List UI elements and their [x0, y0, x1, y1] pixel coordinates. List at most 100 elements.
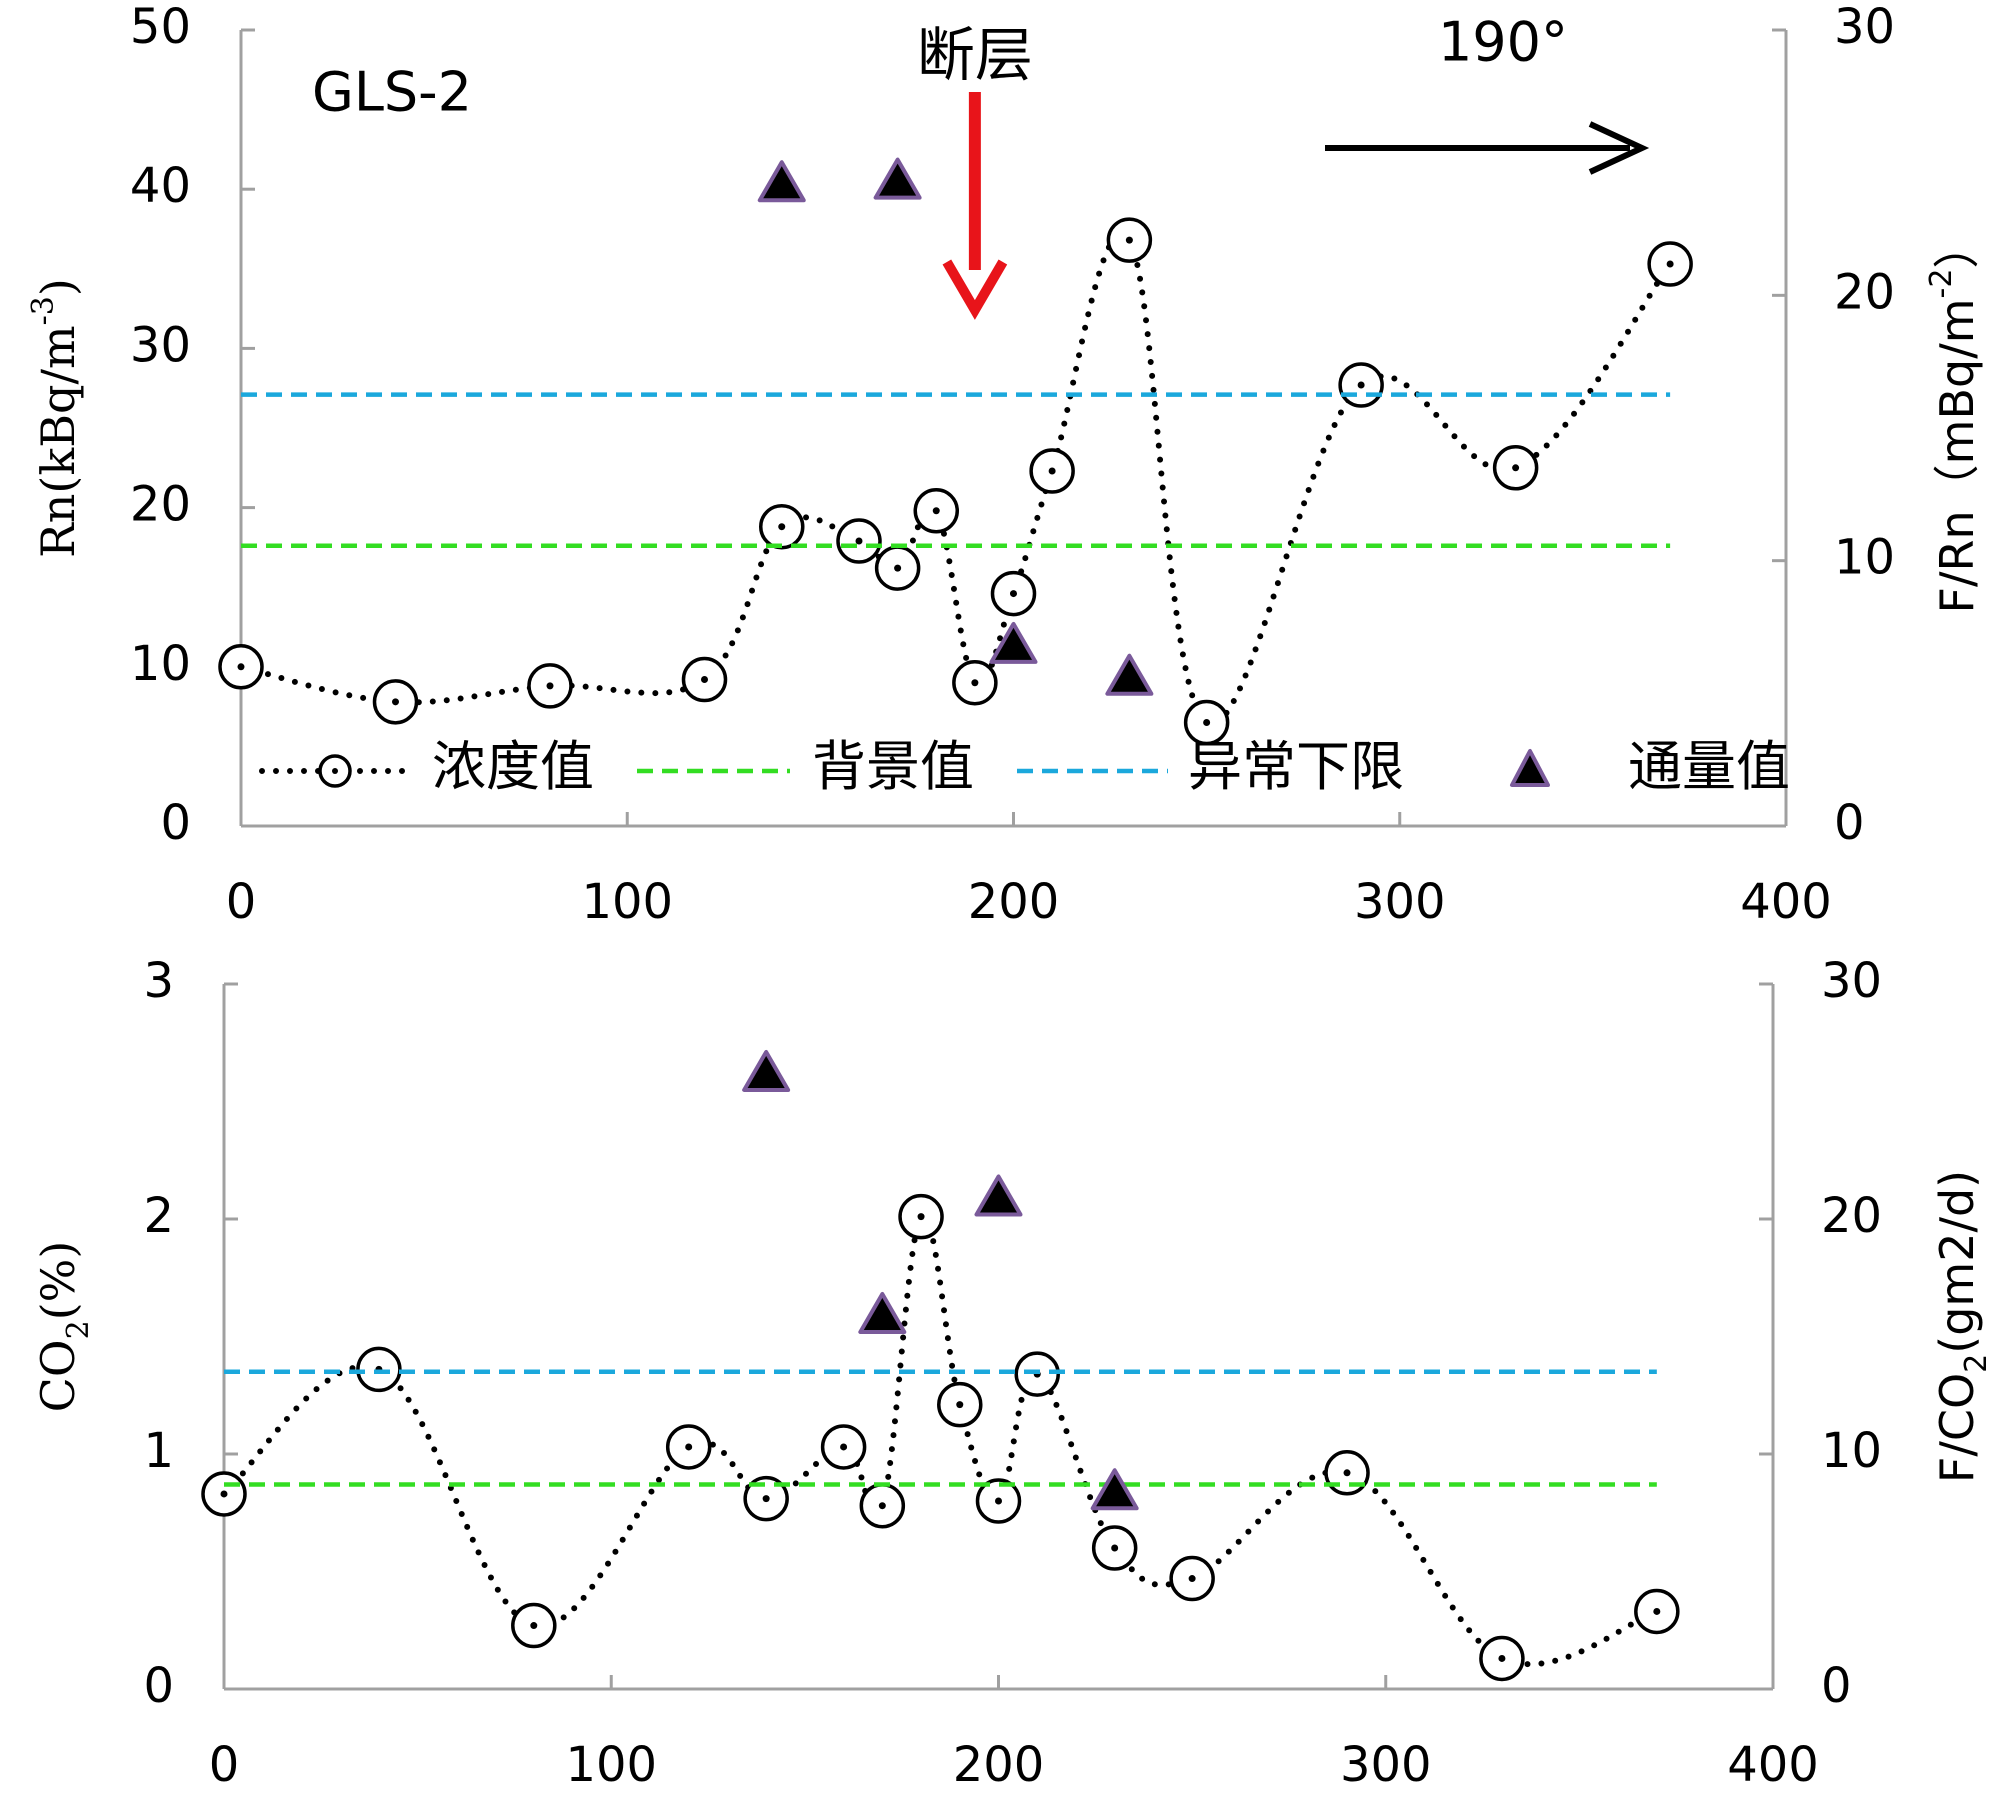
concentration-point-center: [762, 1495, 770, 1503]
axis-label-part: 2: [61, 1320, 96, 1339]
legend-swatch-concentration-center: [332, 768, 338, 774]
y-left-tick-label: 3: [143, 953, 174, 1009]
flux-point: [742, 1049, 791, 1092]
x-tick-label: 0: [226, 874, 257, 930]
y-left-tick-label: 40: [130, 158, 191, 214]
concentration-point-center: [701, 676, 708, 684]
concentration-point-center: [956, 1401, 964, 1409]
legend-label-threshold: 异常下限: [1188, 735, 1404, 798]
axis-label-part: (gm2/d): [1930, 1170, 1984, 1354]
y-right-tick-label: 20: [1821, 1188, 1882, 1244]
concentration-point-center: [1203, 719, 1211, 727]
y-left-tick-label: 50: [130, 0, 191, 55]
y-left-tick-label: 2: [143, 1188, 174, 1244]
concentration-point-center: [932, 507, 940, 515]
axis-label-part: -2: [1924, 269, 1959, 299]
concentration-point-center: [220, 1490, 228, 1498]
concentration-point-center: [530, 1622, 538, 1630]
y-left-tick-label: 1: [143, 1423, 174, 1479]
axis-label-part: (%): [31, 1241, 85, 1321]
axis-label-part: ）: [1930, 223, 1984, 269]
flux-point: [757, 160, 806, 203]
y-left-tick-label: 20: [130, 477, 191, 533]
flux-point: [1105, 653, 1154, 696]
station-label: GLS-2: [312, 61, 472, 124]
flux-point: [989, 621, 1038, 664]
concentration-curve: [238, 230, 1674, 727]
concentration-point-center: [1125, 236, 1133, 244]
concentration-point-center: [1357, 381, 1365, 389]
concentration-point-center: [878, 1502, 886, 1510]
flux-point: [873, 157, 922, 200]
direction-arrow-head: [1588, 121, 1650, 175]
co2-chart: 0 100 200 300 40001230102030CO2(%)F/CO2(gm2/…: [31, 953, 1994, 1793]
x-tick-label: 400: [1740, 874, 1832, 930]
axis-label-part: F/: [1930, 1441, 1984, 1483]
y-left-tick-label: 30: [130, 317, 191, 373]
concentration-point-center: [546, 682, 554, 690]
flux-point: [974, 1174, 1023, 1217]
concentration-point-center: [685, 1443, 693, 1451]
x-tick-label: 400: [1727, 1737, 1819, 1793]
legend-swatch-flux: [1510, 749, 1550, 787]
concentration-point-center: [917, 1213, 925, 1221]
axis-label-part: m: [31, 325, 85, 369]
axis-label-part: 2: [1959, 1354, 1994, 1373]
concentration-point-center: [392, 698, 399, 706]
y-left-tick-label: 0: [160, 795, 191, 851]
concentration-point-center: [1010, 590, 1017, 598]
x-tick-label: 100: [565, 1737, 657, 1793]
x-tick-label: 300: [1354, 874, 1446, 930]
concentration-point-center: [840, 1443, 848, 1451]
legend-label-concentration: 浓度值: [432, 735, 594, 798]
direction-label: 190°: [1438, 11, 1568, 74]
concentration-point-center: [1188, 1575, 1196, 1583]
y-right-axis-title: F/Rn（mBq/m-2）: [1924, 223, 1984, 614]
x-tick-label: 200: [968, 874, 1060, 930]
concentration-point-center: [237, 663, 245, 671]
concentration-point-center: [1666, 260, 1674, 268]
y-right-axis-title: F/CO2(gm2/d): [1930, 1170, 1995, 1483]
y-right-tick-label: 0: [1821, 1658, 1852, 1714]
axis-label-part: -3: [26, 296, 61, 325]
x-tick-label: 200: [953, 1737, 1045, 1793]
concentration-point-center: [1111, 1544, 1119, 1552]
flux-point: [858, 1292, 907, 1334]
x-tick-label: 300: [1340, 1737, 1432, 1793]
legend-label-flux: 通量值: [1628, 735, 1790, 798]
concentration-point-center: [971, 679, 979, 687]
concentration-point-center: [855, 537, 863, 545]
flux-point: [1090, 1468, 1139, 1511]
x-tick-label: 0: [209, 1737, 240, 1793]
y-right-tick-label: 20: [1834, 264, 1895, 320]
axis-label-part: CO: [31, 1339, 85, 1412]
concentration-curve: [221, 1212, 1660, 1668]
concentration-point-center: [1048, 467, 1056, 475]
y-right-tick-label: 30: [1834, 0, 1895, 55]
x-tick-label: 100: [581, 874, 673, 930]
y-left-tick-label: 0: [143, 1658, 174, 1714]
concentration-point-center: [995, 1497, 1002, 1505]
concentration-point-center: [894, 564, 902, 572]
legend-label-background: 背景值: [812, 735, 974, 798]
axis-label-part: CO: [1930, 1373, 1984, 1441]
axis-label-part: ): [31, 278, 85, 296]
concentration-point-center: [1653, 1607, 1661, 1615]
y-right-tick-label: 10: [1821, 1423, 1882, 1479]
y-left-axis-title: Rn(kBq/m-3): [26, 278, 86, 558]
fault-arrow-head: [942, 259, 1008, 320]
rn-chart: 0 100 200 300 400010203040500102030Rn(kBq/m-…: [26, 0, 1984, 930]
axis-label-part: F/Rn（mBq/: [1930, 343, 1984, 614]
fault-label: 断层: [917, 21, 1033, 89]
concentration-point-center: [1343, 1469, 1351, 1477]
concentration-point-center: [1512, 464, 1520, 472]
y-right-tick-label: 30: [1821, 953, 1882, 1009]
y-right-tick-label: 10: [1834, 530, 1895, 586]
concentration-point-center: [778, 523, 786, 531]
y-left-axis-title: CO2(%): [31, 1241, 96, 1413]
axis-label-part: m: [1930, 298, 1984, 343]
legend: 浓度值 背景值 异常下限 通量值: [259, 735, 1790, 798]
y-right-tick-label: 0: [1834, 795, 1865, 851]
